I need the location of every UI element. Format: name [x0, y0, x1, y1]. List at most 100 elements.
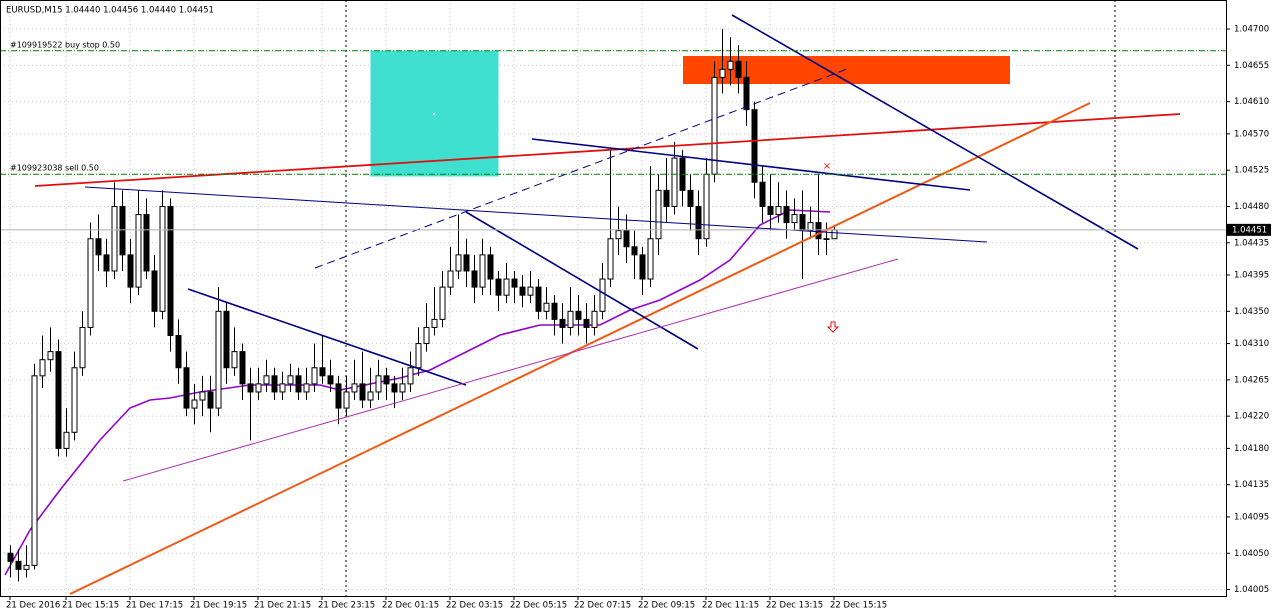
candle-body-bear — [207, 391, 214, 409]
candle-body-bear — [535, 286, 542, 312]
candle-body-bull — [47, 351, 54, 361]
candle-body-bull — [503, 278, 510, 296]
candle-body-bear — [327, 375, 334, 385]
candle-body-bull — [591, 310, 598, 328]
y-tick-label: 1.04350 — [1234, 307, 1269, 317]
candle-body-bear — [383, 375, 390, 385]
candle-body-bull — [311, 367, 318, 385]
candle-body-bull — [303, 383, 310, 393]
candle-body-bear — [7, 552, 14, 562]
candle-body-bear — [223, 310, 230, 369]
candle-body-bull — [599, 278, 606, 312]
candle-body-bull — [807, 222, 814, 232]
candle-body-bull — [287, 375, 294, 385]
x-tick-label: 21 Dec 15:15 — [62, 601, 119, 611]
candle-body-bull — [567, 310, 574, 328]
candle-body-bull — [279, 383, 286, 393]
x-tick-label: 22 Dec 11:15 — [702, 601, 759, 611]
candle-body-bear — [391, 383, 398, 393]
x-tick-label: 22 Dec 01:15 — [382, 601, 439, 611]
candle-body-bull — [615, 230, 622, 240]
candle-body-bull — [415, 343, 422, 369]
rectangle-handle — [433, 113, 435, 115]
overlay: #109919522 buy stop 0.50 #109923038 sell … — [0, 40, 1226, 231]
y-tick-label: 1.04265 — [1234, 375, 1269, 385]
candle-body-bull — [455, 254, 462, 272]
candle-body-bear — [663, 189, 670, 207]
candle-body-bear — [687, 189, 694, 207]
candle-body-bull — [711, 76, 718, 175]
candle-body-bear — [119, 205, 126, 256]
candle-body-bull — [71, 367, 78, 433]
candle-body-bull — [79, 326, 86, 369]
y-tick-label: 1.04435 — [1234, 238, 1269, 248]
trend-line — [84, 186, 988, 243]
y-tick-label: 1.04610 — [1234, 97, 1269, 107]
candle-body-bull — [263, 375, 270, 385]
candle-body-bull — [719, 68, 726, 78]
candle-body-bear — [799, 214, 806, 232]
candle-body-bull — [111, 205, 118, 272]
candle-body-bear — [247, 383, 254, 393]
candle-body-bull — [447, 270, 454, 288]
order-label: #109919522 buy stop 0.50 — [10, 40, 120, 49]
candle-body-bull — [231, 351, 238, 369]
candle-body-bear — [511, 278, 518, 288]
candle-body-bear — [639, 254, 646, 280]
candle-body-bear — [271, 375, 278, 393]
candle-body-bull — [39, 359, 46, 377]
y-tick-label: 1.04095 — [1234, 512, 1269, 522]
candle-body-bear — [15, 560, 22, 570]
candle-body-bear — [335, 383, 342, 409]
candle-body-bear — [95, 238, 102, 256]
candle-body-bear — [623, 230, 630, 248]
candle-body-bull — [351, 383, 358, 393]
candle-body-bull — [343, 391, 350, 409]
candle-body-bear — [175, 335, 182, 369]
candle-body-bear — [143, 214, 150, 272]
x-tick-label: 22 Dec 09:15 — [638, 601, 695, 611]
candle-body-bear — [151, 270, 158, 312]
candle-body-bear — [55, 351, 62, 449]
x-tick-label: 21 Dec 21:15 — [254, 601, 311, 611]
x-tick-label: 21 Dec 2016 — [6, 601, 60, 611]
candle-body-bull — [671, 157, 678, 207]
candle-body-bear — [735, 60, 742, 78]
candle-body-bear — [815, 222, 822, 240]
y-tick-label: 1.04005 — [1234, 585, 1269, 595]
last-price-label: 1.04451 — [1232, 225, 1267, 235]
candle-body-bull — [775, 205, 782, 216]
candle-body-bull — [255, 383, 262, 393]
x-tick-label: 22 Dec 03:15 — [446, 601, 503, 611]
candle-body-bull — [831, 229, 838, 240]
order-label: #109923038 sell 0.50 — [10, 164, 99, 173]
candle-body-bear — [487, 254, 494, 280]
y-tick-label: 1.04310 — [1234, 339, 1269, 349]
candle-body-bull — [791, 214, 798, 224]
candle-body-bull — [527, 286, 534, 296]
candle-body-bear — [239, 351, 246, 385]
candle-body-bear — [103, 254, 110, 272]
y-tick-label: 1.04525 — [1234, 166, 1269, 176]
trend-line — [314, 67, 851, 269]
candle-body-bear — [631, 246, 638, 256]
chart-header: EURUSD,M15 1.04440 1.04456 1.04440 1.044… — [6, 6, 214, 16]
candle-body-bull — [367, 391, 374, 401]
candle-body-bull — [439, 286, 446, 320]
y-tick-label: 1.04220 — [1234, 412, 1269, 422]
y-tick-label: 1.04700 — [1234, 25, 1269, 35]
candle-body-bear — [127, 254, 134, 288]
last-price-box — [1227, 223, 1271, 236]
x-tick-label: 21 Dec 23:15 — [318, 601, 375, 611]
x-tick-label: 22 Dec 13:15 — [766, 601, 823, 611]
candle-body-bull — [543, 302, 550, 312]
close-marker: × — [823, 161, 831, 172]
candle-body-bear — [559, 318, 566, 328]
grid — [0, 0, 1226, 596]
candle-body-bear — [583, 318, 590, 328]
trend-line — [465, 211, 699, 350]
y-tick-label: 1.04135 — [1234, 480, 1269, 490]
candle-body-bull — [431, 318, 438, 328]
candle-body-bull — [655, 189, 662, 240]
